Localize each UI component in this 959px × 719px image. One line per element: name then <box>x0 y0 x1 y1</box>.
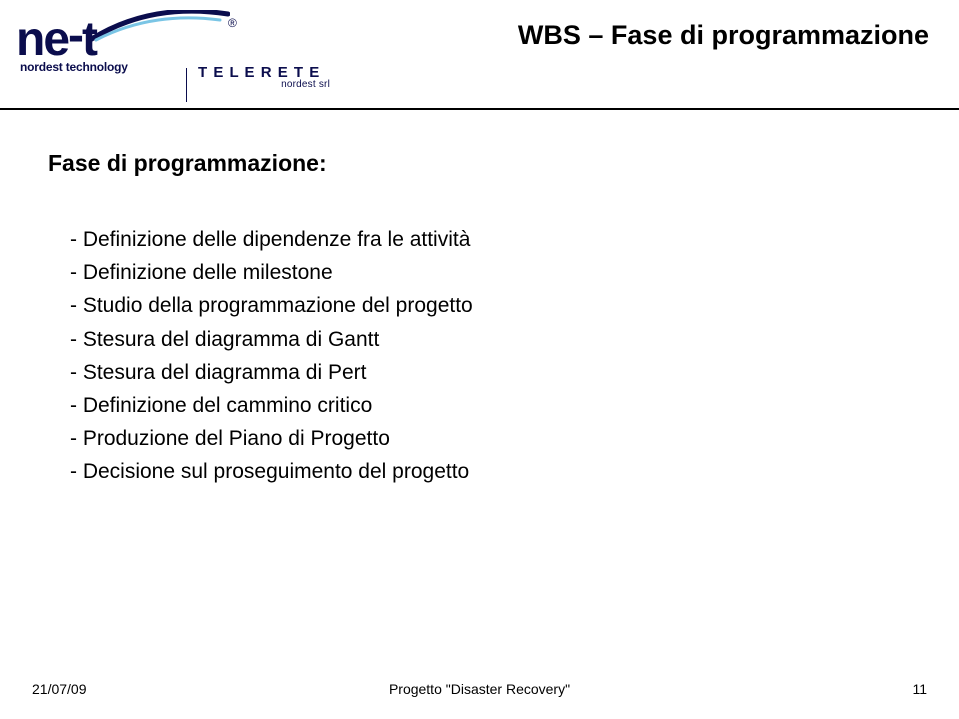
section-heading: Fase di programmazione: <box>48 150 911 177</box>
partner-logo: T E L E R E T E nordest srl <box>198 64 338 90</box>
list-item: - Studio della programmazione del proget… <box>70 289 911 322</box>
logo-e: e <box>43 13 68 66</box>
logo-dash: - <box>68 12 82 60</box>
footer-date: 21/07/09 <box>32 681 87 697</box>
list-item: - Definizione delle milestone <box>70 256 911 289</box>
slide-title: WBS – Fase di programmazione <box>518 20 929 51</box>
net-logo-subline: nordest technology <box>20 60 128 74</box>
list-item: - Stesura del diagramma di Pert <box>70 356 911 389</box>
list-item: - Stesura del diagramma di Gantt <box>70 323 911 356</box>
list-item: - Definizione del cammino critico <box>70 389 911 422</box>
footer-page-number: 11 <box>912 681 927 697</box>
swoosh-icon <box>90 10 230 44</box>
logo-n: n <box>16 13 43 66</box>
slide: ne-t ® nordest technology T E L E R E T … <box>0 0 959 719</box>
logo-divider <box>186 68 187 102</box>
bullet-list: - Definizione delle dipendenze fra le at… <box>48 223 911 488</box>
list-item: - Produzione del Piano di Progetto <box>70 422 911 455</box>
footer: 21/07/09 Progetto "Disaster Recovery" 11 <box>32 681 927 697</box>
logo-block: ne-t ® nordest technology T E L E R E T … <box>16 16 316 106</box>
list-item: - Definizione delle dipendenze fra le at… <box>70 223 911 256</box>
footer-center: Progetto "Disaster Recovery" <box>389 681 570 697</box>
registered-icon: ® <box>228 16 237 30</box>
header: ne-t ® nordest technology T E L E R E T … <box>16 16 935 106</box>
content-area: Fase di programmazione: - Definizione de… <box>48 150 911 488</box>
net-logo-wordmark: ne-t <box>16 16 96 64</box>
list-item: - Decisione sul proseguimento del proget… <box>70 455 911 488</box>
horizontal-divider <box>0 108 959 110</box>
